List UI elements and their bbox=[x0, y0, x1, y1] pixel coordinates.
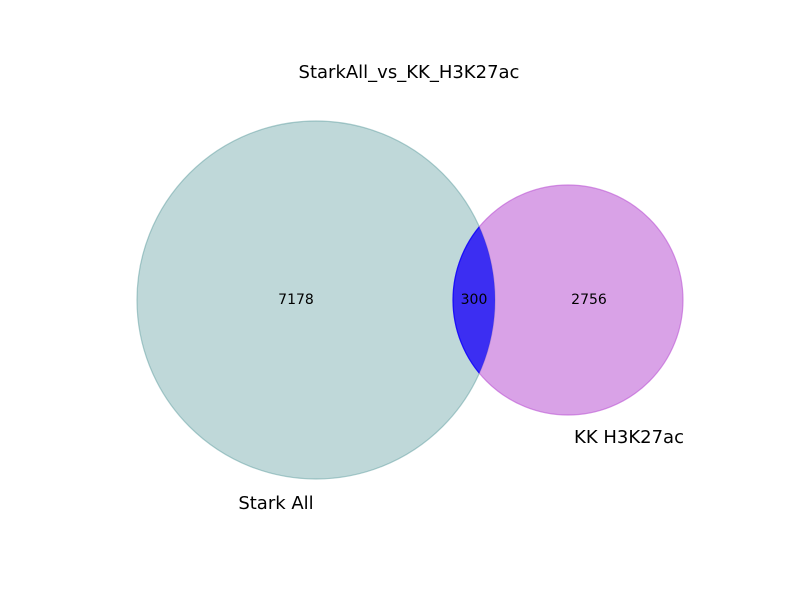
count-kk-h3k27ac-only: 2756 bbox=[571, 292, 607, 308]
chart-title: StarkAll_vs_KK_H3K27ac bbox=[299, 62, 520, 83]
set-circle-stark-all bbox=[136, 120, 496, 480]
set-label-kk-h3k27ac: KK H3K27ac bbox=[574, 427, 684, 448]
count-intersection: 300 bbox=[461, 292, 488, 308]
intersection-region bbox=[452, 184, 495, 416]
set-label-stark-all: Stark All bbox=[238, 493, 313, 514]
count-stark-all-only: 7178 bbox=[278, 292, 314, 308]
